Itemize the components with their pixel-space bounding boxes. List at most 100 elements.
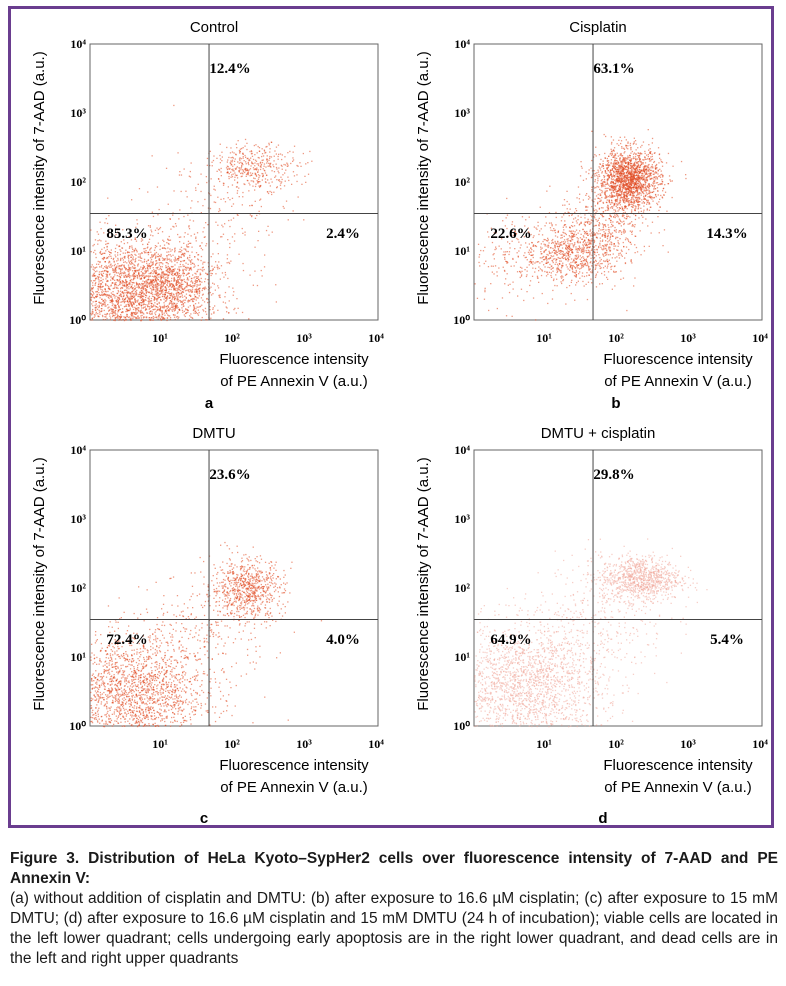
scatter-point — [146, 265, 149, 267]
scatter-point — [606, 168, 608, 170]
scatter-point — [171, 261, 173, 263]
scatter-point — [151, 303, 153, 305]
scatter-point — [99, 221, 101, 223]
scatter-point — [659, 157, 661, 159]
scatter-point — [634, 186, 636, 189]
scatter-point — [218, 267, 221, 270]
scatter-point — [606, 164, 608, 166]
scatter-point — [116, 260, 118, 262]
scatter-point — [211, 265, 213, 267]
scatter-point — [630, 179, 632, 181]
scatter-point — [166, 251, 168, 253]
scatter-point — [591, 189, 593, 191]
scatter-point — [136, 284, 138, 286]
scatter-point — [627, 141, 629, 143]
scatter-point — [126, 281, 128, 283]
scatter-point — [137, 307, 139, 309]
scatter-point — [623, 181, 625, 184]
scatter-point — [96, 263, 98, 265]
scatter-point — [217, 196, 219, 198]
scatter-point — [117, 310, 120, 312]
scatter-point — [204, 278, 207, 280]
scatter-point — [165, 291, 167, 294]
scatter-point — [101, 298, 103, 300]
scatter-point — [644, 169, 647, 171]
scatter-point — [184, 295, 186, 297]
scatter-point — [596, 264, 598, 266]
scatter-point — [219, 294, 221, 296]
scatter-point — [128, 261, 131, 263]
scatter-point — [128, 281, 130, 284]
scatter-point — [623, 199, 625, 202]
scatter-point — [164, 311, 167, 313]
scatter-point — [561, 244, 563, 246]
scatter-point — [216, 266, 218, 268]
scatter-point — [627, 163, 629, 165]
scatter-point — [117, 314, 119, 317]
scatter-point — [156, 309, 158, 311]
scatter-point — [166, 317, 168, 319]
scatter-point — [150, 292, 152, 294]
scatter-point — [108, 310, 110, 312]
scatter-point — [156, 262, 158, 264]
scatter-point — [154, 298, 156, 300]
scatter-point — [616, 169, 619, 171]
scatter-point — [166, 279, 169, 282]
scatter-point — [166, 259, 168, 261]
scatter-point — [228, 286, 230, 288]
scatter-point — [151, 264, 153, 266]
scatter-point — [194, 272, 196, 274]
scatter-point — [92, 284, 94, 287]
scatter-point — [631, 201, 633, 203]
scatter-point — [633, 192, 635, 194]
scatter-point — [191, 300, 194, 303]
scatter-point — [118, 265, 120, 267]
scatter-point — [131, 254, 133, 256]
scatter-point — [595, 209, 597, 211]
scatter-point — [200, 247, 202, 249]
scatter-point — [103, 256, 105, 259]
scatter-point — [560, 234, 562, 236]
scatter-point — [110, 300, 112, 302]
scatter-point — [103, 252, 105, 254]
scatter-point — [654, 193, 657, 196]
scatter-point — [633, 163, 635, 165]
scatter-point — [161, 280, 164, 282]
scatter-point — [118, 297, 120, 299]
scatter-point — [176, 292, 178, 294]
scatter-point — [95, 277, 97, 279]
scatter-point — [145, 280, 147, 282]
scatter-point — [642, 163, 644, 165]
scatter-point — [569, 266, 571, 269]
scatter-point — [128, 286, 130, 288]
scatter-point — [228, 173, 230, 175]
scatter-point — [223, 198, 225, 200]
scatter-point — [141, 287, 143, 289]
scatter-point — [222, 226, 224, 228]
scatter-point — [113, 261, 115, 263]
scatter-point — [116, 286, 118, 288]
scatter-point — [619, 173, 621, 175]
scatter-point — [148, 282, 150, 284]
scatter-point — [625, 200, 627, 203]
scatter-point — [139, 296, 141, 298]
scatter-point — [171, 283, 173, 285]
scatter-point — [168, 269, 171, 272]
scatter-point — [642, 186, 644, 188]
scatter-point — [233, 240, 236, 242]
scatter-point — [215, 221, 217, 223]
scatter-point — [189, 268, 191, 270]
scatter-point — [119, 270, 122, 273]
scatter-point — [625, 190, 627, 193]
scatter-point — [210, 194, 212, 197]
scatter-point — [656, 187, 659, 189]
scatter-point — [247, 173, 249, 175]
scatter-point — [626, 182, 628, 185]
scatter-point — [305, 163, 307, 165]
scatter-point — [257, 182, 259, 184]
scatter-point — [199, 281, 201, 283]
scatter-point — [92, 296, 94, 298]
scatter-point — [611, 180, 613, 183]
scatter-point — [140, 260, 142, 262]
scatter-point — [135, 313, 137, 315]
